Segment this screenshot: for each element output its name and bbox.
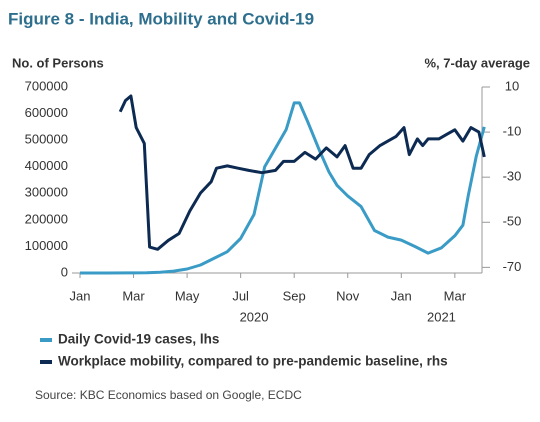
y-tick-label: 600000 [25,105,68,120]
x-tick-label: May [175,288,200,303]
source: Source: KBC Economics based on Google, E… [35,388,302,402]
y-axis-label: No. of Persons [12,55,104,70]
y2-tick-label: -50 [503,214,522,229]
legend-label: Daily Covid-19 cases, lhs [58,332,219,347]
x-tick-label: Jan [70,288,91,303]
y-tick-label: 200000 [25,211,68,226]
series-line [118,94,486,251]
x-tick-label: Jan [391,288,412,303]
x-tick-label: Jul [232,288,249,303]
y2-tick-label: -70 [503,259,522,274]
x-tick-label: Mar [122,288,145,303]
x-tick-label: Mar [444,288,467,303]
y-tick-label: 0 [61,264,68,279]
x-tick-label: Nov [336,288,360,303]
y-tick-label: 700000 [25,78,68,93]
year-label: 2020 [240,309,269,324]
chart-title: Figure 8 - India, Mobility and Covid-19 [8,9,314,28]
y-tick-label: 500000 [25,132,68,147]
y2-tick-label: -10 [503,124,522,139]
legend-label: Workplace mobility, compared to pre-pand… [58,354,448,369]
y2-axis-label: %, 7-day average [424,55,530,70]
y2-tick-label: -30 [503,169,522,184]
x-tick-label: Sep [283,288,306,303]
series-line [80,101,486,275]
y-tick-label: 300000 [25,185,68,200]
y-tick-label: 100000 [25,238,68,253]
y2-tick-label: 10 [505,78,519,93]
year-label: 2021 [427,309,456,324]
y-tick-label: 400000 [25,158,68,173]
